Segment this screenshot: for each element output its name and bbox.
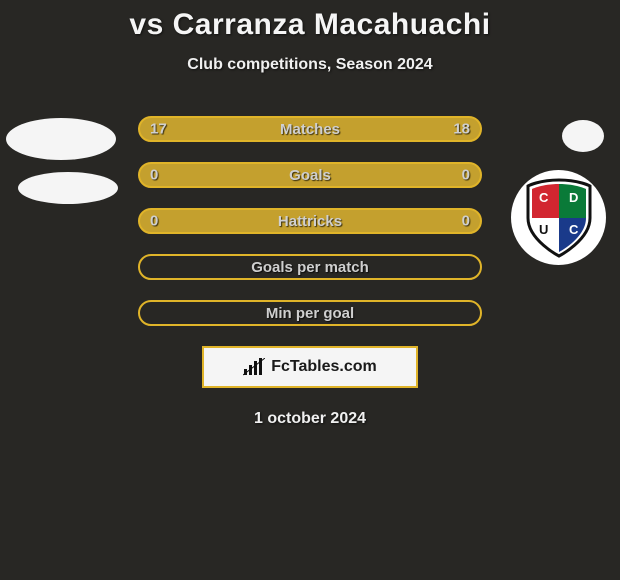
shield-icon: C D U C [524,178,594,258]
stat-row: Goals per match [138,254,482,280]
stat-value-left: 0 [150,213,158,230]
stat-value-right: 18 [453,121,470,138]
stat-value-right: 0 [462,167,470,184]
footer-date: 1 october 2024 [0,410,620,428]
stat-value-left: 17 [150,121,167,138]
stat-value-right: 0 [462,213,470,230]
brand-text: FcTables.com [271,358,377,376]
stat-label: Hattricks [278,213,342,230]
player-left-avatar-1 [6,118,116,160]
player-right-placeholder [562,120,604,152]
page-subtitle: Club competitions, Season 2024 [0,56,620,74]
stat-row: 0 Goals 0 [138,162,482,188]
brand-footer: FcTables.com [202,346,418,388]
stat-label: Matches [280,121,340,138]
svg-text:C: C [539,190,549,205]
player-left-avatar-2 [18,172,118,204]
svg-text:U: U [539,222,548,237]
stat-row: Min per goal [138,300,482,326]
stat-value-left: 0 [150,167,158,184]
stat-label: Goals [289,167,331,184]
bar-chart-icon [243,358,265,376]
stat-label: Min per goal [266,305,354,322]
svg-text:D: D [569,190,578,205]
stat-row: 0 Hattricks 0 [138,208,482,234]
club-crest: C D U C [511,170,606,265]
stat-row: 17 Matches 18 [138,116,482,142]
svg-text:C: C [569,222,579,237]
page-title: vs Carranza Macahuachi [0,0,620,42]
stat-label: Goals per match [251,259,369,276]
